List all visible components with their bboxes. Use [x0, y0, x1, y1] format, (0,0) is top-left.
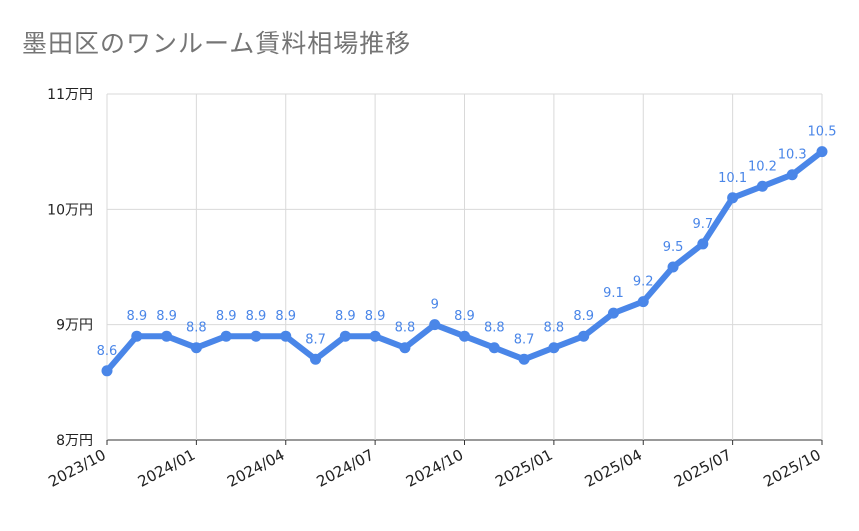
x-tick-label: 2024/10 [403, 446, 466, 491]
data-point [101, 365, 113, 377]
data-label: 10.1 [718, 171, 747, 186]
data-point [250, 330, 262, 342]
data-label: 9 [431, 298, 439, 313]
data-point [280, 330, 292, 342]
data-point [369, 330, 381, 342]
data-label: 8.7 [514, 332, 535, 347]
data-point [607, 307, 619, 319]
y-tick-label: 10万円 [47, 202, 93, 218]
data-point [786, 169, 798, 181]
data-point [548, 342, 560, 354]
data-labels: 8.6 8.9 8.9 8.8 8.9 8.9 8.9 8.7 8.9 8.9 8.8 9 8.9 8.8… [97, 125, 837, 359]
data-label: 10.2 [748, 159, 777, 174]
x-tick-label: 2025/10 [760, 446, 823, 491]
data-point [310, 353, 322, 365]
data-point [339, 330, 351, 342]
data-label: 8.9 [275, 309, 296, 324]
data-label: 9.5 [663, 240, 684, 255]
x-axis-tick-labels: 2023/10 2024/01 2024/04 2024/07 2024/10 2025/… [45, 446, 823, 491]
data-label: 8.9 [216, 309, 237, 324]
data-label: 9.7 [692, 217, 713, 232]
data-label: 8.9 [126, 309, 147, 324]
data-label: 10.5 [808, 125, 837, 140]
data-label: 8.8 [484, 321, 505, 336]
data-point [131, 330, 143, 342]
data-label: 8.9 [246, 309, 267, 324]
gridlines [106, 93, 823, 445]
chart-title: 墨田区のワンルーム賃料相場推移 [22, 29, 412, 58]
x-tick-label: 2024/07 [314, 446, 377, 491]
data-points [101, 146, 828, 377]
data-label: 9.1 [603, 286, 624, 301]
data-point [399, 342, 411, 354]
data-label: 8.7 [305, 332, 326, 347]
data-label: 8.9 [335, 309, 356, 324]
data-label: 8.9 [365, 309, 386, 324]
y-tick-label: 9万円 [56, 318, 93, 334]
x-tick-label: 2024/01 [135, 446, 198, 491]
data-label: 8.6 [97, 344, 118, 359]
x-tick-label: 2025/04 [582, 446, 645, 491]
x-tick-label: 2023/10 [45, 446, 108, 491]
data-point [756, 180, 768, 192]
data-label: 8.9 [156, 309, 177, 324]
data-label: 10.3 [778, 148, 807, 163]
data-point [161, 330, 173, 342]
data-label: 9.2 [633, 275, 654, 290]
data-point [667, 261, 679, 273]
data-point [727, 192, 739, 204]
data-point [459, 330, 470, 342]
data-label: 8.9 [573, 309, 594, 324]
data-point [190, 342, 202, 354]
data-point [429, 319, 441, 331]
data-label: 8.9 [454, 309, 475, 324]
data-point [578, 330, 590, 342]
x-tick-label: 2025/01 [492, 446, 555, 491]
data-label: 8.8 [544, 321, 565, 336]
data-point [488, 342, 500, 354]
data-point [220, 330, 232, 342]
data-point [637, 296, 649, 308]
x-tick-label: 2024/04 [224, 446, 287, 491]
data-point [518, 353, 530, 365]
y-tick-label: 8万円 [56, 433, 93, 449]
y-axis-tick-labels: 8万円 9万円 10万円 11万円 [47, 87, 93, 449]
x-tick-label: 2025/07 [671, 446, 734, 491]
data-point [816, 146, 828, 158]
data-label: 8.8 [395, 321, 416, 336]
data-label: 8.8 [186, 321, 207, 336]
data-point [697, 238, 709, 250]
y-tick-label: 11万円 [47, 87, 93, 103]
